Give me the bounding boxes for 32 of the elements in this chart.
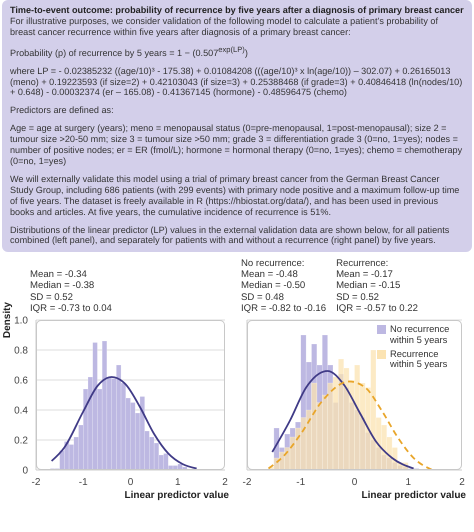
text: We will externally validate this model using a trial of primary breast cancer from the German Breast Cancer Study Group, including 686 patients (with 299 events) with primary node positive and a maximum follow-up time of five years. The dataset is freely available in R (https://hbiostat.org/data/), and has been used in previous books and articles. At five years, the cumulative incidence of recurrence is 51%. — [10, 174, 460, 218]
text: No recurrence: Mean = -0.48 Median = -0.50 SD = 0.48 IQR = -0.82 to -0.16 — [241, 258, 326, 314]
x-tick-label: -1 — [78, 477, 88, 488]
x-tick-label: 0 — [352, 477, 358, 488]
text: Mean = -0.34 Median = -0.38 SD = 0.52 IQR = -0.73 to 0.04 — [30, 269, 112, 314]
x-tick-label: -1 — [296, 477, 306, 488]
text: For illustrative purposes, we consider validation of the following model to calculate a patient’s probability of breast cancer recurrence within five years after diagnosis of a primary breast cancer: — [10, 16, 439, 38]
x-tick-label: 1 — [405, 477, 412, 488]
x-axis-title: Linear predictor value — [362, 490, 466, 502]
y-tick-label: 1.0 — [14, 316, 28, 327]
text: Age = age at surgery (years); meno = menopausal status (0=pre-menopausal, 1=post-menopausal); size 2 = tumour size >20-50 mm; size 3 = tumour size >50 mm; grade 3 = differentiation grade 3 (0=no, 1=yes); nodes = number of positive nodes; er = ER (fmol/L); hormone = hormonal therapy (0=no, 1=yes); chemo = chemotherapy (0=no, 1=yes) — [10, 123, 464, 167]
x-tick-label: 0 — [128, 477, 134, 488]
x-tick-label: 1 — [174, 477, 181, 488]
x-tick-label: 2 — [459, 477, 466, 488]
y-tick-label: 0.4 — [14, 406, 28, 417]
text: Distributions of the linear predictor (LP) values in the external validation data are shown below, for all patients combined (left panel), and separately for patients with and without a recurrence (right panel) by five years. — [10, 224, 450, 246]
legend-label: No recurrence within 5 years — [390, 323, 450, 346]
text: Time-to-event outcome: probability of recurrence by five years after a diagnosis of primary breast cancer — [10, 5, 464, 16]
x-axis-title: Linear predictor value — [124, 490, 229, 502]
y-tick-label: 0.6 — [14, 376, 28, 387]
y-tick-label: 0.8 — [14, 346, 28, 357]
x-tick-label: -2 — [242, 477, 252, 488]
legend-label: Recurrence within 5 years — [390, 348, 448, 370]
text: Probability (p) of recurrence by 5 years = 1 − (0.507$^{exp(LP)}$) — [10, 44, 249, 59]
y-tick-label: 0.2 — [14, 436, 28, 447]
x-tick-label: -2 — [32, 477, 41, 488]
y-axis-title: Density — [2, 302, 13, 338]
y-tick-label: 0 — [22, 466, 28, 477]
text: where LP = - 0.02385232 ((age/10)³ - 175.38) + 0.01084208 (((age/10)³ x ln(age/10)) – 302.07) + 0.26165013 (meno) + 0.19223593 (if size=2) + 0.42103043 (if size=3) + 0.25388468 (if grade=3) + 0.40846418 (ln(nodes/10) + 0.648) - 0.00032374 (er – 165.08) - 0.41367145 (hormone) - 0.48596475 (chemo) — [10, 66, 464, 98]
text: Predictors are defined as: — [10, 105, 115, 116]
text: Recurrence: Mean = -0.17 Median = -0.15 SD = 0.52 IQR = -0.57 to 0.22 — [336, 258, 418, 314]
x-tick-label: 2 — [222, 477, 228, 488]
